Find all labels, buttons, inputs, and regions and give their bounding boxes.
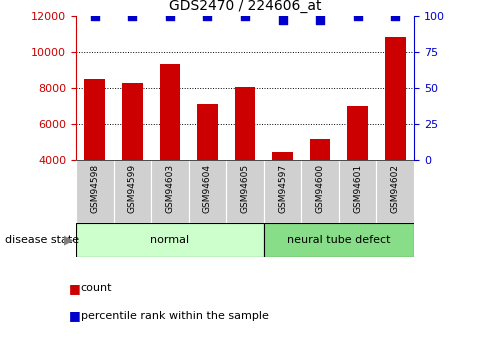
Bar (226, 160, 264, 223)
Bar (272, 152, 293, 233)
Bar (160, 65, 180, 233)
Bar (339, 160, 376, 223)
Bar (189, 160, 226, 223)
Bar (235, 87, 255, 233)
Text: GSM94598: GSM94598 (90, 164, 99, 213)
Text: GSM94602: GSM94602 (391, 164, 400, 213)
Bar (310, 139, 330, 233)
Title: GDS2470 / 224606_at: GDS2470 / 224606_at (169, 0, 321, 13)
Text: ■: ■ (69, 309, 80, 322)
Bar (264, 160, 301, 223)
Text: neural tube defect: neural tube defect (287, 235, 391, 245)
Text: GSM94600: GSM94600 (316, 164, 325, 213)
Point (392, 13, 399, 18)
Bar (151, 160, 189, 223)
Point (128, 13, 136, 18)
Point (166, 13, 174, 18)
Text: GSM94604: GSM94604 (203, 164, 212, 213)
Bar (376, 160, 414, 223)
Point (203, 13, 211, 18)
Text: GSM94597: GSM94597 (278, 164, 287, 213)
Text: GSM94601: GSM94601 (353, 164, 362, 213)
Bar (385, 37, 406, 233)
Text: GSM94605: GSM94605 (241, 164, 249, 213)
Bar (264, 223, 414, 257)
Point (91, 13, 98, 18)
Text: percentile rank within the sample: percentile rank within the sample (81, 311, 269, 321)
Text: disease state: disease state (5, 235, 79, 245)
Bar (114, 160, 151, 223)
Bar (122, 82, 143, 233)
Bar (347, 106, 368, 233)
Bar (197, 104, 218, 233)
Text: ▶: ▶ (64, 233, 74, 246)
Point (316, 17, 324, 23)
Text: count: count (81, 283, 112, 293)
Bar (301, 160, 339, 223)
Text: normal: normal (150, 235, 190, 245)
Bar (76, 223, 264, 257)
Text: GSM94603: GSM94603 (165, 164, 174, 213)
Bar (76, 160, 114, 223)
Bar (84, 79, 105, 233)
Point (354, 13, 362, 18)
Point (279, 17, 287, 23)
Text: ■: ■ (69, 282, 80, 295)
Text: GSM94599: GSM94599 (128, 164, 137, 213)
Point (241, 13, 249, 18)
